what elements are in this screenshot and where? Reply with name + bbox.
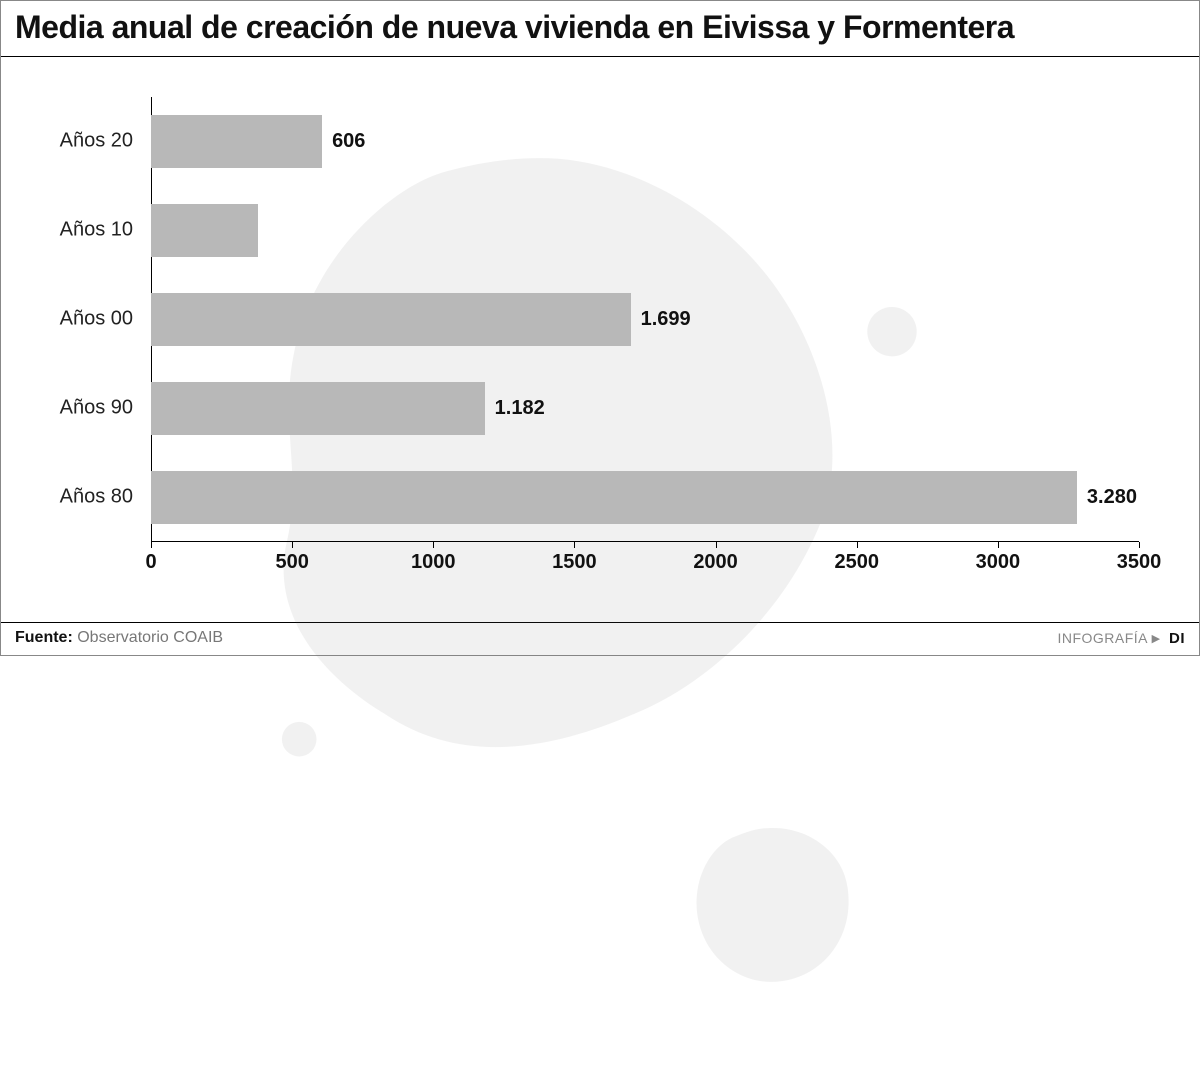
x-tick-label: 3000 (976, 551, 1021, 574)
chart-footer: Fuente: Observatorio COAIB INFOGRAFÍA ▶ … (1, 622, 1199, 655)
bar-row: Años 001.699 (151, 293, 1139, 346)
triangle-icon: ▶ (1152, 632, 1161, 645)
bar-row: Años 20606 (151, 115, 1139, 168)
credit-label: INFOGRAFÍA (1057, 630, 1147, 646)
bar-value-label: 3.280 (1087, 486, 1137, 509)
x-tick (292, 542, 293, 548)
credit-brand: DI (1169, 630, 1185, 647)
bar-value-label: 1.699 (641, 308, 691, 331)
x-tick (433, 542, 434, 548)
bar (151, 115, 322, 168)
bar-row: Años 803.280 (151, 471, 1139, 524)
footer-credit: INFOGRAFÍA ▶ DI (1057, 630, 1185, 647)
chart-area: 0500100015002000250030003500 Años 20606A… (1, 57, 1199, 622)
x-tick-label: 2500 (834, 551, 879, 574)
x-tick (998, 542, 999, 548)
category-label: Años 90 (60, 397, 151, 420)
chart-frame: Media anual de creación de nueva viviend… (0, 0, 1200, 656)
category-label: Años 10 (60, 219, 151, 242)
source-value: Observatorio COAIB (77, 629, 223, 646)
x-axis (151, 541, 1139, 542)
x-tick (151, 542, 152, 548)
x-tick (574, 542, 575, 548)
x-tick-label: 0 (145, 551, 156, 574)
x-tick-label: 3500 (1117, 551, 1162, 574)
x-tick-label: 1000 (411, 551, 456, 574)
x-tick (857, 542, 858, 548)
chart-title: Media anual de creación de nueva viviend… (15, 9, 1185, 46)
plot-region: 0500100015002000250030003500 Años 20606A… (151, 97, 1139, 542)
bar (151, 204, 258, 257)
x-tick (1139, 542, 1140, 548)
x-tick-label: 2000 (693, 551, 738, 574)
bar-value-label: 606 (332, 130, 365, 153)
x-tick-label: 500 (275, 551, 308, 574)
category-label: Años 80 (60, 486, 151, 509)
bar (151, 293, 631, 346)
footer-source: Fuente: Observatorio COAIB (15, 629, 223, 647)
title-bar: Media anual de creación de nueva viviend… (1, 1, 1199, 57)
bar-row: Años 10 (151, 204, 1139, 257)
category-label: Años 00 (60, 308, 151, 331)
category-label: Años 20 (60, 130, 151, 153)
x-tick (716, 542, 717, 548)
bar (151, 382, 485, 435)
bar (151, 471, 1077, 524)
source-label: Fuente: (15, 629, 73, 646)
bar-value-label: 1.182 (495, 397, 545, 420)
x-tick-label: 1500 (552, 551, 597, 574)
bar-row: Años 901.182 (151, 382, 1139, 435)
